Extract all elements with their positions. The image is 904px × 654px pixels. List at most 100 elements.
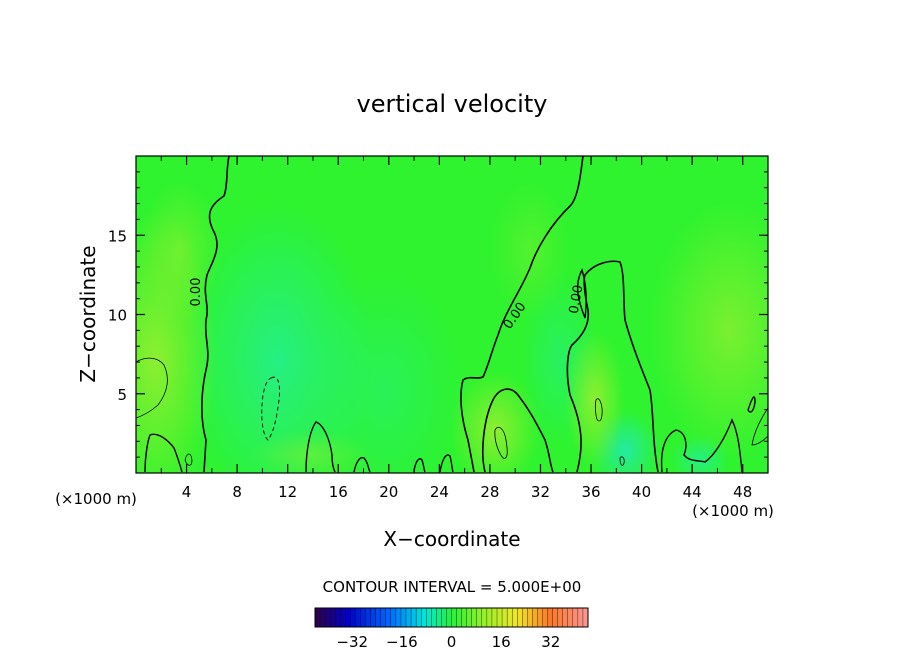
- colorbar-segment: [360, 607, 367, 628]
- colorbar-segment: [375, 607, 382, 628]
- x-axis-label: X−coordinate: [383, 527, 520, 551]
- colorbar-segment: [552, 607, 559, 628]
- colorbar-segment: [370, 607, 377, 628]
- colorbar-segment: [486, 607, 493, 628]
- colorbar-tick-label: 16: [492, 633, 511, 651]
- y-tick-label: 15: [108, 227, 127, 245]
- x-axis-ticks: 4 8 12 16 20 24 28 32 36 40 44 48: [160, 156, 752, 501]
- x-tick-label: 4: [182, 483, 192, 501]
- colorbar-segment: [335, 607, 341, 628]
- zero-contour-base-4: [413, 458, 426, 473]
- contour-interval-text: CONTOUR INTERVAL = 5.000E+00: [323, 578, 582, 596]
- zero-contour-left: [201, 156, 230, 473]
- zero-contour-base-2: [305, 421, 336, 473]
- colorbar-segment: [527, 607, 533, 628]
- colorbar-segment: [324, 607, 331, 628]
- colorbar-segment: [329, 607, 336, 628]
- colorbar-segment: [491, 607, 498, 628]
- zero-contour-base-5: [439, 454, 454, 473]
- positive-contour-plume: [594, 398, 603, 422]
- zero-contour-base-3: [353, 456, 371, 473]
- zero-contour-right-edge: [747, 396, 756, 413]
- colorbar-segment: [415, 607, 422, 628]
- colorbar-segment: [431, 607, 437, 628]
- velocity-field: [136, 156, 768, 473]
- positive-contour-left: [136, 357, 168, 419]
- x-tick-label: 12: [278, 483, 297, 501]
- x-tick-label: 28: [480, 483, 499, 501]
- colorbar-segment: [532, 607, 538, 628]
- colorbar-segment: [390, 607, 397, 628]
- colorbar-segment: [557, 607, 564, 628]
- colorbar-segment: [395, 607, 402, 628]
- x-tick-label: 40: [632, 483, 651, 501]
- colorbar-segment: [319, 607, 326, 628]
- colorbar-segment: [345, 607, 351, 628]
- colorbar-segment: [522, 607, 528, 628]
- colorbar-segment: [471, 607, 478, 628]
- colorbar-segment: [542, 607, 549, 628]
- colorbar-segment: [446, 607, 452, 628]
- colorbar-tick-label: 0: [447, 633, 457, 651]
- colorbar-segment: [562, 607, 569, 628]
- colorbar-segment: [572, 607, 579, 628]
- colorbar-segment: [496, 607, 503, 628]
- colorbar-segment: [410, 607, 417, 628]
- x-unit-right: (×1000 m): [692, 502, 774, 520]
- negative-contour-small: [619, 456, 625, 466]
- colorbar-segment: [537, 607, 543, 628]
- colorbar-segment: [501, 607, 508, 628]
- colorbar-ticks: −32 −16 0 16 32: [336, 633, 560, 651]
- colorbar: [314, 607, 589, 628]
- colorbar-segment: [420, 607, 427, 628]
- colorbar-segment: [506, 607, 513, 628]
- x-tick-label: 48: [733, 483, 752, 501]
- colorbar-segment: [441, 607, 447, 628]
- y-tick-label: 5: [117, 386, 127, 404]
- zero-contour-right: [460, 156, 584, 473]
- positive-contour-mid: [494, 426, 508, 459]
- colorbar-segment: [355, 607, 361, 628]
- x-tick-label: 44: [683, 483, 702, 501]
- colorbar-segment: [577, 607, 584, 628]
- zero-contour-base-1: [144, 433, 183, 473]
- colorbar-segment: [461, 607, 468, 628]
- colorbar-segment: [385, 607, 392, 628]
- colorbar-segment: [314, 607, 321, 628]
- y-axis-label: Z−coordinate: [76, 245, 100, 382]
- colorbar-segment: [547, 607, 554, 628]
- x-tick-label: 36: [581, 483, 600, 501]
- colorbar-segment: [466, 607, 473, 628]
- colorbar-segment: [451, 607, 458, 628]
- x-tick-label: 16: [329, 483, 348, 501]
- colorbar-segment: [456, 607, 463, 628]
- contour-lines: [136, 156, 768, 473]
- colorbar-segment: [476, 607, 483, 628]
- zero-contour-plume-inner: [576, 268, 587, 319]
- positive-contour-small: [184, 453, 193, 466]
- y-axis-ticks: 5 10 15: [108, 171, 768, 458]
- zero-contour-inner-right: [482, 388, 554, 473]
- colorbar-segment: [380, 607, 387, 628]
- colorbar-frame: [314, 607, 589, 628]
- contour-label-right: 0.00: [567, 284, 587, 315]
- colorbar-segment: [405, 607, 412, 628]
- colorbar-segment: [365, 607, 372, 628]
- colorbar-segment: [567, 607, 574, 628]
- colorbar-tick-label: −32: [336, 633, 368, 651]
- colorbar-segment: [481, 607, 488, 628]
- x-tick-label: 8: [232, 483, 242, 501]
- zero-contour-plume: [566, 260, 659, 473]
- colorbar-segment: [511, 607, 518, 628]
- x-tick-label: 32: [531, 483, 550, 501]
- colorbar-tick-label: −16: [386, 633, 418, 651]
- colorbar-segment: [340, 607, 346, 628]
- x-tick-label: 20: [379, 483, 398, 501]
- colorbar-segment: [517, 607, 523, 628]
- zero-contour-base-6: [660, 418, 743, 473]
- colorbar-segment: [436, 607, 442, 628]
- chart-title: vertical velocity: [357, 90, 548, 118]
- colorbar-segment: [426, 607, 432, 628]
- colorbar-tick-label: 32: [541, 633, 560, 651]
